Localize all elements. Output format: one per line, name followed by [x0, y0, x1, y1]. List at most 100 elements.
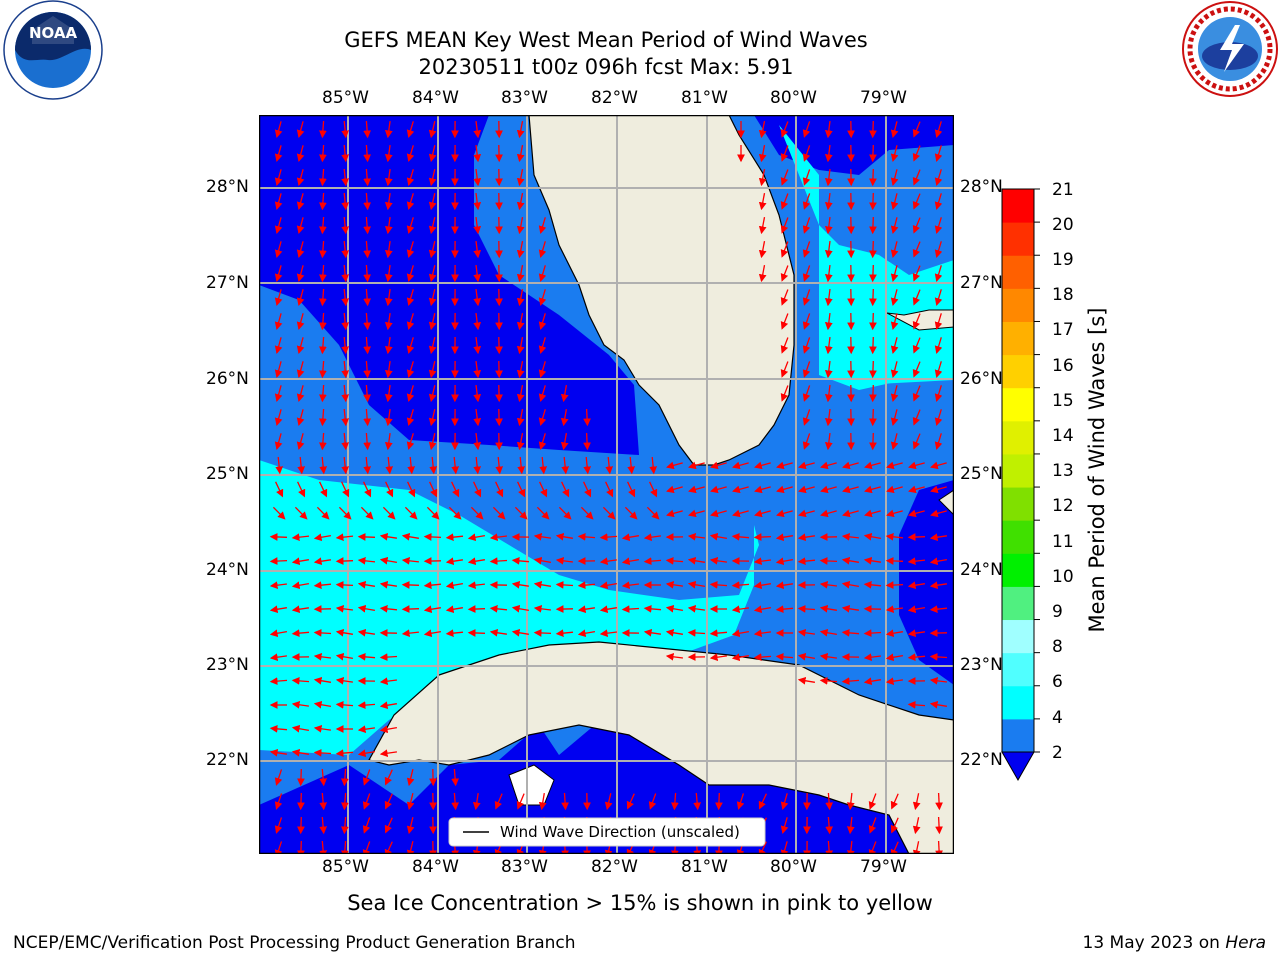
wave-direction-arrow	[357, 749, 376, 758]
wave-direction-arrow	[511, 556, 530, 565]
lat-label-left: 27°N	[206, 273, 249, 293]
wave-direction-arrow	[296, 169, 305, 186]
wave-direction-arrow	[538, 289, 547, 306]
wave-direction-arrow	[670, 792, 679, 811]
wave-direction-arrow	[819, 652, 837, 661]
wave-direction-arrow	[341, 240, 350, 259]
wave-direction-arrow	[467, 533, 486, 542]
wave-direction-arrow	[406, 313, 415, 330]
wave-direction-arrow	[797, 652, 816, 661]
wave-direction-arrow	[360, 506, 374, 520]
wave-direction-arrow	[687, 629, 706, 637]
wave-direction-arrow	[758, 793, 767, 810]
wave-direction-arrow	[318, 120, 327, 139]
wave-direction-arrow	[886, 461, 903, 470]
wave-direction-arrow	[934, 169, 943, 186]
wave-direction-arrow	[319, 456, 328, 475]
lon-label-top: 79°W	[860, 88, 907, 108]
wave-direction-arrow	[269, 724, 288, 733]
wave-direction-arrow	[533, 556, 552, 565]
wave-direction-arrow	[470, 506, 484, 520]
wave-direction-arrow	[340, 816, 349, 835]
wave-direction-arrow	[710, 485, 727, 494]
wave-direction-arrow	[930, 461, 947, 470]
wave-direction-arrow	[802, 217, 811, 234]
wave-direction-arrow	[445, 605, 464, 614]
wave-direction-arrow	[890, 289, 899, 306]
wave-direction-arrow	[296, 217, 305, 234]
wave-direction-arrow	[665, 652, 683, 661]
wave-direction-arrow	[929, 557, 948, 566]
wave-direction-arrow	[384, 793, 393, 810]
wave-direction-arrow	[384, 241, 393, 259]
wave-direction-arrow	[869, 120, 877, 139]
wave-direction-arrow	[798, 485, 815, 494]
wave-direction-arrow	[291, 581, 310, 590]
wave-direction-arrow	[934, 313, 943, 330]
wave-direction-arrow	[824, 313, 833, 331]
wave-direction-arrow	[890, 793, 899, 810]
colorbar-band	[1002, 189, 1034, 223]
wave-direction-arrow	[473, 169, 482, 187]
wave-direction-arrow	[335, 557, 354, 565]
wave-direction-arrow	[451, 456, 460, 475]
wave-direction-arrow	[560, 408, 569, 427]
wave-direction-arrow	[780, 793, 789, 810]
wave-direction-arrow	[423, 533, 442, 541]
wave-direction-arrow	[934, 217, 943, 234]
wave-direction-arrow	[912, 169, 921, 186]
wave-direction-arrow	[428, 313, 437, 331]
wave-direction-arrow	[824, 337, 833, 355]
wave-direction-arrow	[912, 841, 921, 854]
wave-direction-arrow	[758, 144, 767, 163]
wave-direction-arrow	[621, 557, 640, 566]
colorbar-tick: 20	[1052, 215, 1074, 235]
wave-direction-arrow	[428, 265, 437, 283]
wave-direction-arrow	[934, 361, 943, 378]
wave-direction-arrow	[687, 604, 705, 613]
wave-direction-arrow	[780, 265, 789, 282]
wave-direction-arrow	[869, 288, 877, 307]
wave-direction-arrow	[885, 605, 903, 614]
wave-direction-arrow	[516, 432, 525, 451]
colorbar-band	[1002, 586, 1034, 621]
wave-direction-arrow	[445, 581, 464, 590]
wave-direction-arrow	[341, 408, 350, 427]
wave-direction-arrow	[272, 506, 286, 520]
wave-direction-arrow	[384, 409, 393, 427]
wave-direction-arrow	[335, 652, 354, 661]
wave-direction-arrow	[802, 337, 811, 354]
wave-direction-arrow	[934, 409, 943, 426]
wave-direction-arrow	[357, 725, 375, 734]
colorbar-band	[1002, 487, 1034, 521]
colorbar-tick: 10	[1052, 567, 1074, 587]
wave-direction-arrow	[536, 506, 550, 520]
wave-direction-arrow	[341, 192, 350, 211]
wave-direction-arrow	[758, 192, 767, 211]
wave-direction-arrow	[379, 749, 397, 758]
wave-direction-arrow	[341, 336, 350, 355]
wave-direction-arrow	[313, 724, 331, 733]
wave-direction-arrow	[517, 481, 526, 498]
wave-direction-arrow	[780, 361, 789, 378]
map-panel: Wind Wave Direction (unscaled)	[259, 115, 954, 854]
wave-direction-arrow	[802, 385, 811, 402]
wave-direction-arrow	[842, 509, 859, 518]
wave-direction-arrow	[538, 241, 547, 258]
wave-direction-arrow	[516, 360, 525, 379]
wave-direction-arrow	[318, 264, 327, 283]
date-text: 13 May 2023 on	[1082, 933, 1226, 953]
wave-direction-arrow	[357, 533, 376, 541]
wave-direction-arrow	[406, 841, 415, 854]
wave-direction-arrow	[406, 241, 415, 258]
wave-direction-arrow	[912, 193, 921, 210]
wave-direction-arrow	[929, 533, 947, 542]
wave-direction-arrow	[929, 581, 947, 590]
wave-direction-arrow	[533, 532, 551, 541]
lon-label-bottom: 81°W	[681, 857, 728, 877]
colorbar-tick: 14	[1052, 426, 1074, 446]
wave-direction-arrow	[646, 506, 660, 520]
wave-direction-arrow	[935, 792, 943, 811]
wave-direction-arrow	[780, 241, 789, 258]
lat-label-left: 22°N	[206, 750, 249, 770]
